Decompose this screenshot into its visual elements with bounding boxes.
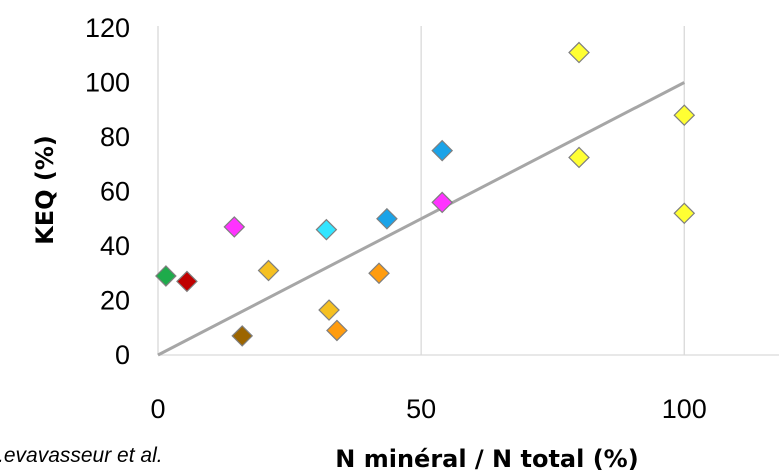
data-point-14 — [568, 146, 590, 169]
data-point-2 — [176, 270, 198, 293]
data-point-4 — [231, 325, 254, 347]
y-tick-label-60: 60 — [100, 177, 130, 207]
y-tick-label-0: 0 — [115, 340, 130, 370]
y-axis-title: KEQ (%) — [31, 135, 59, 245]
data-point-10 — [376, 207, 398, 230]
trend-line — [157, 81, 685, 357]
data-point-13 — [568, 41, 590, 64]
y-tick-label-120: 120 — [85, 13, 130, 43]
data-point-15 — [673, 104, 696, 127]
data-point-12 — [431, 191, 454, 214]
y-tick-label-100: 100 — [85, 68, 130, 98]
data-point-11 — [431, 139, 454, 162]
y-tick-label-40: 40 — [100, 231, 130, 261]
data-point-6 — [315, 218, 338, 241]
data-points — [155, 41, 696, 347]
data-point-8 — [326, 319, 348, 342]
data-point-1 — [155, 265, 177, 287]
x-tick-label-50: 50 — [406, 394, 436, 424]
grid-lines — [157, 26, 685, 355]
y-tick-label-20: 20 — [100, 286, 130, 316]
y-tick-labels: 0 20 40 60 80 100 120 — [85, 13, 130, 370]
y-tick-label-80: 80 — [100, 122, 130, 152]
data-point-7 — [318, 299, 340, 321]
data-point-16 — [673, 202, 696, 225]
x-axis-title: N minéral / N total (%) — [335, 445, 638, 473]
x-tick-label-0: 0 — [150, 394, 165, 424]
x-tick-labels: 0 50 100 — [150, 394, 706, 424]
data-point-9 — [368, 262, 390, 285]
data-point-5 — [257, 259, 280, 282]
data-point-3 — [223, 216, 246, 238]
source-note: .evavasseur et al. — [0, 444, 163, 467]
x-tick-label-100: 100 — [662, 394, 707, 424]
